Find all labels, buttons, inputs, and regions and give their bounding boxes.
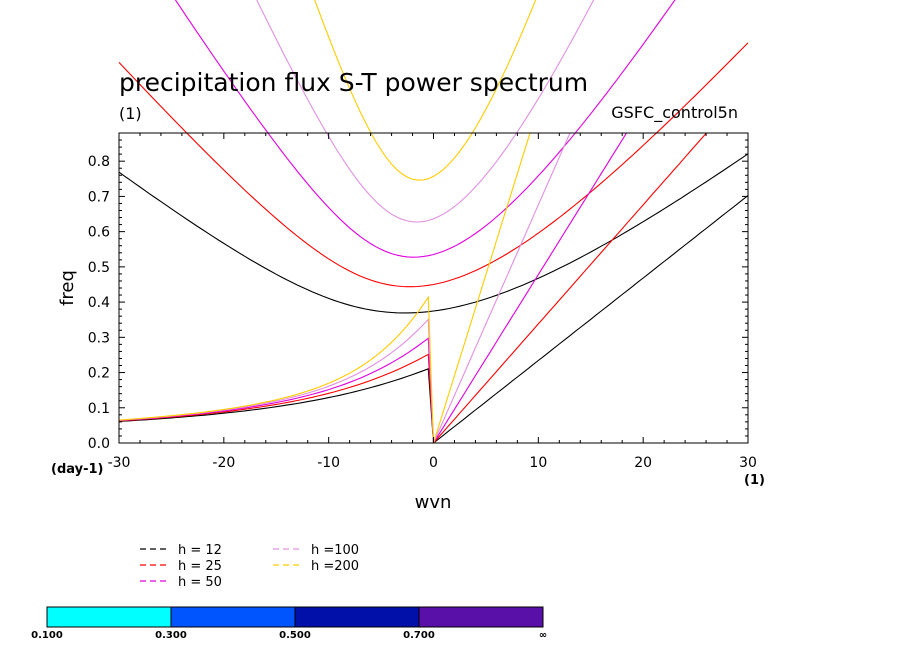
colorbar-swatch [294,606,420,628]
legend-label-2: h = 50 [178,575,222,590]
curves-above-plot [118,0,749,314]
series-kelvin-line-h12 [119,195,748,443]
colorbar-label: 0.500 [279,630,311,641]
series-ig-line-h200 [314,0,537,181]
colorbar-label: 0.100 [31,630,63,641]
series-ig-line-h100 [256,0,595,223]
y-tick-label: 0.2 [88,366,110,382]
x-axis: -30 -20 -10 0 10 20 30 [108,133,757,471]
legend-label-4: h =200 [311,559,359,574]
series-kelvin-line-h50 [119,133,628,443]
curves-plot-area [119,133,748,443]
y-unit-label: (day-1) [51,462,103,477]
colorbar-label: ∞ [539,630,547,641]
x-tick-label: -30 [108,455,131,471]
y-tick-label: 0.4 [88,295,110,311]
colorbar-label: 0.700 [403,630,435,641]
y-tick-label: 0.5 [88,260,110,276]
x-unit-label: (1) [744,473,765,488]
chart-title: precipitation flux S-T power spectrum [119,68,588,97]
x-tick-label: 10 [529,455,547,471]
legend-label-1: h = 25 [178,559,222,574]
y-tick-label: 0.7 [88,189,110,205]
colorbar: 0.100 0.300 0.500 0.700 ∞ [31,606,547,641]
y-tick-label: 0.8 [88,154,110,170]
subtitle-left: (1) [119,104,142,123]
series-ig-line-h25 [118,42,749,288]
x-tick-label: 30 [739,455,757,471]
series-ig-line-h12 [118,153,749,314]
colorbar-swatch [46,606,172,628]
series-ig-line-h50 [174,0,676,258]
series-kelvin-line-h25 [119,133,708,443]
legend-label-0: h = 12 [178,543,222,558]
y-tick-label: 0.3 [88,330,110,346]
colorbar-swatch [418,606,544,628]
colorbar-label: 0.300 [155,630,187,641]
x-tick-label: 0 [429,455,438,471]
y-axis: 0.0 0.1 0.2 0.3 0.4 0.5 0.6 0.7 0.8 [88,132,748,452]
x-tick-label: -10 [317,455,340,471]
plot-frame [118,132,749,444]
x-axis-label: wvn [415,492,452,513]
colorbar-swatch [170,606,296,628]
y-tick-label: 0.6 [88,225,110,241]
x-tick-label: 20 [634,455,652,471]
subtitle-right: GSFC_control5n [611,103,738,123]
y-tick-label: 0.1 [88,401,110,417]
series-kelvin-line-h100 [119,133,571,443]
legend-label-3: h =100 [311,543,359,558]
y-axis-label: freq [57,270,78,306]
series-kelvin-line-h200 [119,133,531,443]
y-tick-label: 0.0 [88,436,110,452]
x-tick-label: -20 [212,455,235,471]
